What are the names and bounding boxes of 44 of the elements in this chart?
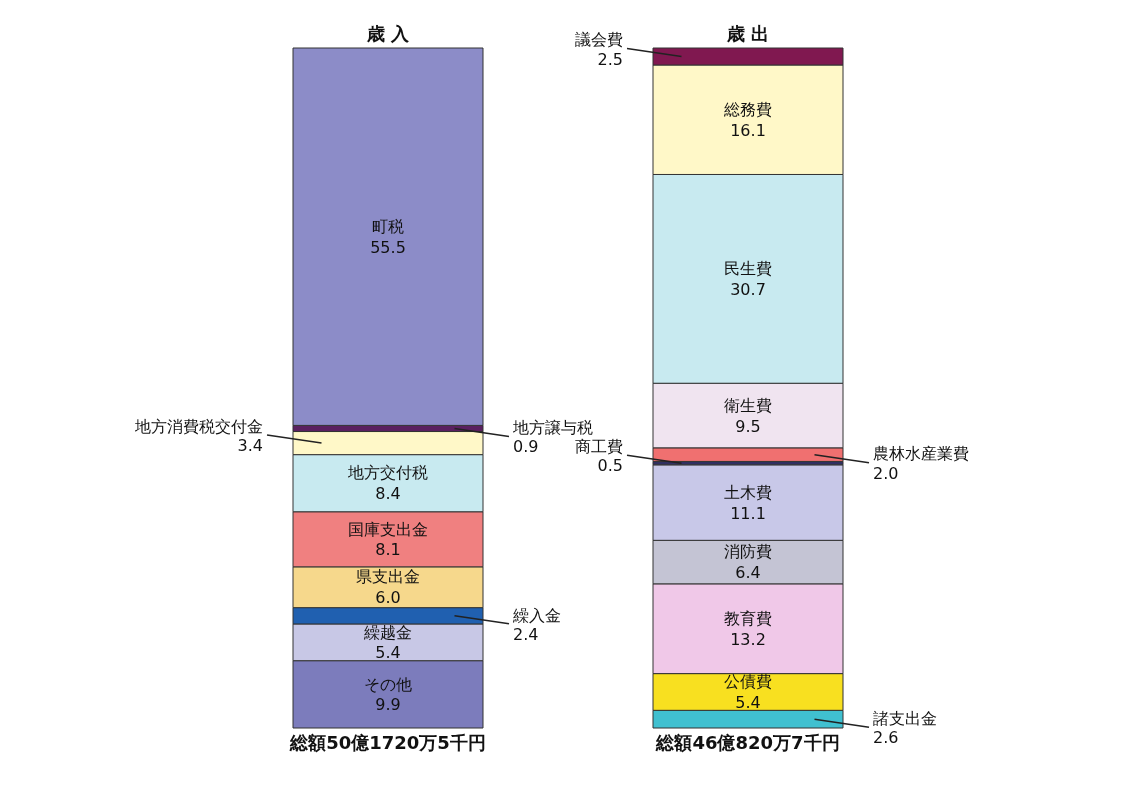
data-label: 2.6 <box>873 728 899 748</box>
series-label: その他 <box>364 674 412 694</box>
total-label: 総額46億820万7千円 <box>655 731 840 753</box>
data-label: 13.2 <box>730 629 766 649</box>
data-label: 2.5 <box>597 49 623 69</box>
series-label: 地方消費税交付金 <box>134 416 263 436</box>
series-label: 地方譲与税 <box>512 418 593 438</box>
series-label: 商工費 <box>575 436 623 456</box>
x-tick-label: 歳 入 <box>365 23 411 44</box>
data-label: 2.0 <box>873 463 899 483</box>
data-label: 5.4 <box>375 643 401 663</box>
total-label: 総額50億1720万5千円 <box>289 731 486 753</box>
data-label: 55.5 <box>370 237 406 257</box>
series-label: 土木費 <box>724 482 772 502</box>
series-label: 農林水産業費 <box>873 444 969 464</box>
data-label: 3.4 <box>237 436 263 456</box>
data-label: 8.4 <box>375 484 401 504</box>
series-label: 総務費 <box>723 99 772 119</box>
data-label: 8.1 <box>375 540 401 560</box>
x-tick-label: 歳 出 <box>725 23 770 44</box>
data-label: 30.7 <box>730 279 766 299</box>
series-label: 民生費 <box>724 259 772 279</box>
series-label: 県支出金 <box>356 567 420 587</box>
series-label: 教育費 <box>724 608 772 628</box>
series-label: 衛生費 <box>724 395 772 415</box>
series-label: 諸支出金 <box>873 708 937 728</box>
series-label: 町税 <box>372 216 404 236</box>
series-label: 国庫支出金 <box>348 519 428 539</box>
data-label: 2.4 <box>513 624 539 644</box>
data-label: 0.5 <box>597 456 623 476</box>
series-label: 繰越金 <box>363 622 412 642</box>
data-label: 9.9 <box>375 695 401 715</box>
data-label: 6.0 <box>375 588 401 608</box>
series-label: 議会費 <box>575 30 623 50</box>
data-label: 6.4 <box>735 563 761 583</box>
data-label: 11.1 <box>730 503 766 523</box>
data-label: 16.1 <box>730 120 766 140</box>
data-label: 5.4 <box>735 692 761 712</box>
data-label: 0.9 <box>513 437 539 457</box>
series-label: 公債費 <box>724 672 772 692</box>
data-label: 9.5 <box>735 416 761 436</box>
series-label: 消防費 <box>724 542 772 562</box>
series-label: 地方交付税 <box>347 463 428 483</box>
series-label: 繰入金 <box>512 605 561 625</box>
